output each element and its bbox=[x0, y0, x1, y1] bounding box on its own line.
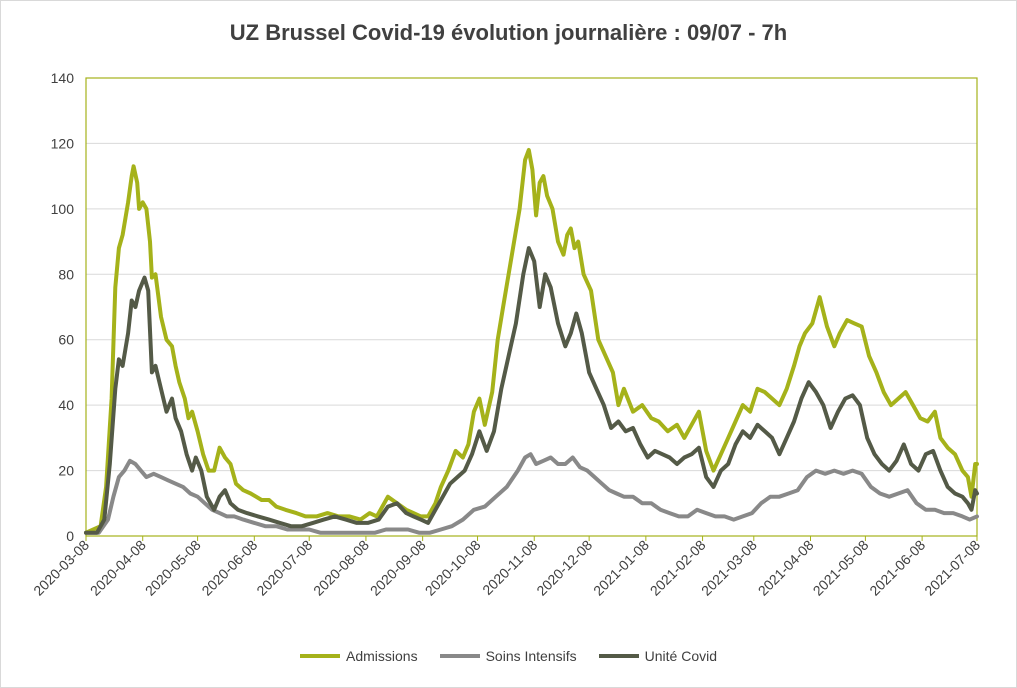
x-tick-label: 2021-03-08 bbox=[698, 537, 760, 599]
legend-swatch-admissions bbox=[299, 654, 340, 658]
x-tick-label: 2020-05-08 bbox=[142, 537, 204, 599]
y-axis: 0 20 40 60 80 100 120 140 bbox=[51, 70, 75, 544]
x-tick-label: 2020-09-08 bbox=[367, 537, 429, 599]
gridlines bbox=[86, 142, 977, 472]
y-tick-label: 40 bbox=[58, 397, 74, 413]
legend-swatch-soins-intensifs bbox=[439, 654, 480, 658]
legend-label-soins-intensifs: Soins Intensifs bbox=[485, 648, 577, 664]
y-tick-label: 120 bbox=[51, 135, 75, 151]
legend-swatch-unite-covid bbox=[598, 654, 639, 658]
series-line-soins-intensifs bbox=[84, 452, 979, 535]
x-tick-label: 2020-10-08 bbox=[422, 537, 484, 599]
x-tick-label: 2020-04-08 bbox=[87, 537, 149, 599]
x-tick-label: 2021-04-08 bbox=[755, 537, 817, 599]
legend-label-admissions: Admissions bbox=[345, 648, 418, 664]
x-tick-label: 2020-08-08 bbox=[310, 537, 372, 599]
y-tick-label: 100 bbox=[51, 201, 75, 217]
x-tick-label: 2020-06-08 bbox=[198, 537, 260, 599]
x-tick-label: 2021-05-08 bbox=[810, 537, 872, 599]
legend-item-admissions: Admissions bbox=[299, 648, 418, 664]
x-tick-label: 2020-03-08 bbox=[30, 537, 92, 599]
series-lines bbox=[84, 148, 979, 535]
x-tick-label: 2020-11-08 bbox=[479, 537, 540, 598]
chart-title: UZ Brussel Covid-19 évolution journalièr… bbox=[229, 20, 788, 45]
legend-label-unite-covid: Unité Covid bbox=[644, 648, 718, 664]
x-axis: 2020-03-082020-04-082020-05-082020-06-08… bbox=[30, 536, 983, 599]
y-tick-label: 80 bbox=[58, 266, 74, 282]
x-tick-label: 2021-06-08 bbox=[866, 537, 928, 599]
x-tick-label: 2020-12-08 bbox=[533, 537, 595, 599]
plot-area-border bbox=[85, 77, 978, 537]
y-tick-label: 60 bbox=[58, 332, 74, 348]
legend-item-soins-intensifs: Soins Intensifs bbox=[439, 648, 577, 664]
x-tick-label: 2021-07-08 bbox=[921, 537, 983, 599]
y-tick-label: 140 bbox=[51, 70, 75, 86]
x-tick-label: 2020-07-08 bbox=[253, 537, 315, 599]
x-tick-label: 2021-01-08 bbox=[590, 537, 652, 599]
y-tick-label: 0 bbox=[66, 528, 74, 544]
legend-item-unite-covid: Unité Covid bbox=[598, 648, 718, 664]
series-line-unit-covid bbox=[84, 246, 979, 535]
series-line-admissions bbox=[84, 148, 979, 535]
legend: Admissions Soins Intensifs Unité Covid bbox=[0, 648, 1017, 664]
y-tick-label: 20 bbox=[58, 463, 74, 479]
